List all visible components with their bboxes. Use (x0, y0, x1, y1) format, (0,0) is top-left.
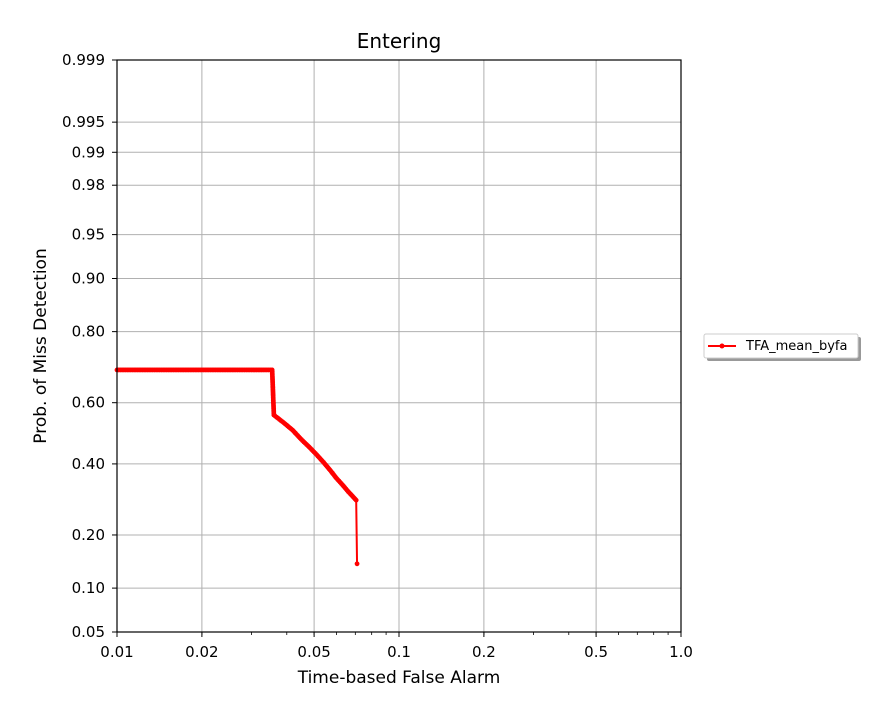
legend: TFA_mean_byfa (703, 333, 861, 361)
ticks: 0.01 0.02 0.05 0.1 0.2 0.5 1.0 0.05 0.10 0.20 0.40… (62, 51, 693, 661)
legend-marker (719, 343, 725, 349)
y-tick-label: 0.95 (72, 226, 105, 244)
legend-box (703, 333, 859, 359)
chart-title: Entering (357, 29, 442, 53)
y-tick-label: 0.20 (72, 526, 105, 544)
x-tick-label: 0.05 (297, 643, 330, 661)
grid (116, 59, 682, 633)
y-tick-label: 0.80 (72, 323, 105, 341)
series-point (353, 497, 359, 503)
x-tick-label: 0.01 (100, 643, 133, 661)
series-point (354, 561, 360, 567)
y-tick-label: 0.98 (72, 176, 105, 194)
series-layer (114, 367, 360, 567)
x-tick-label: 0.02 (185, 643, 218, 661)
x-tick-label: 0.5 (584, 643, 608, 661)
x-axis-label: Time-based False Alarm (297, 668, 501, 688)
x-tick-label: 0.2 (472, 643, 496, 661)
legend-label: TFA_mean_byfa (745, 339, 847, 354)
y-tick-label: 0.999 (62, 51, 105, 69)
y-tick-label: 0.995 (62, 113, 105, 131)
x-tick-label: 0.1 (387, 643, 411, 661)
x-tick-label: 1.0 (669, 643, 693, 661)
y-tick-label: 0.10 (72, 579, 105, 597)
y-tick-label: 0.05 (72, 623, 105, 641)
y-tick-label: 0.90 (72, 269, 105, 287)
y-tick-label: 0.99 (72, 143, 105, 161)
y-tick-label: 0.40 (72, 455, 105, 473)
y-axis-label: Prob. of Miss Detection (31, 248, 51, 443)
y-tick-label: 0.60 (72, 394, 105, 412)
